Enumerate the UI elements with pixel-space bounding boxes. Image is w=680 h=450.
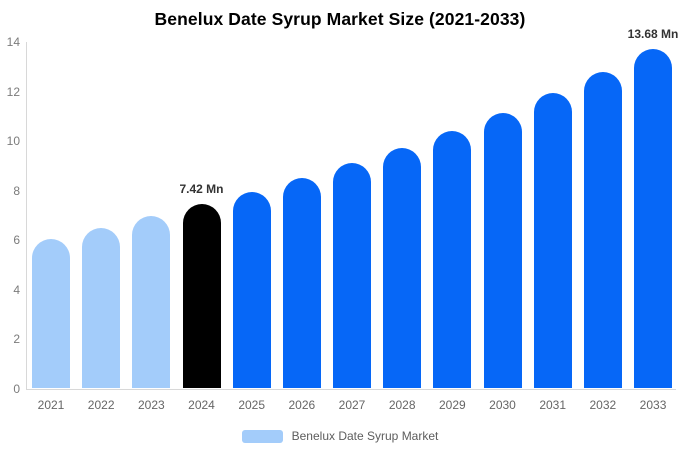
x-axis-label-2022: 2022: [87, 398, 115, 412]
y-tick-label-14: 14: [6, 35, 20, 49]
x-axis-label-2028: 2028: [388, 398, 416, 412]
x-axis-label-2025: 2025: [238, 398, 266, 412]
y-axis-line: [26, 42, 27, 389]
y-tick-label-8: 8: [13, 183, 20, 198]
legend-swatch: [241, 429, 283, 443]
x-axis-label-2021: 2021: [37, 398, 65, 412]
x-axis-label-2023: 2023: [137, 398, 165, 412]
x-axis-label-2030: 2030: [489, 398, 516, 412]
bar-2032[interactable]: [583, 72, 622, 388]
x-axis-label-2031: 2031: [539, 398, 567, 412]
bar-2021[interactable]: [32, 238, 70, 388]
annotation-2033: 13.68 Mn: [627, 26, 679, 41]
x-axis-label-2033: 2033: [639, 398, 667, 412]
bar-2033[interactable]: [634, 48, 673, 388]
chart-title: Benelux Date Syrup Market Size (2021-203…: [154, 9, 526, 29]
bar-2026[interactable]: [282, 178, 321, 388]
annotation-2024: 7.42 Mn: [179, 182, 224, 197]
bar-2030[interactable]: [483, 112, 522, 388]
bar-2024[interactable]: [182, 204, 221, 388]
plot-area: 0 2 4 6 8 10 12 14 2021 2022 2023 2024 2025 2026 2027 2…: [7, 27, 679, 412]
x-axis-label-2029: 2029: [439, 398, 466, 412]
legend-label: Benelux Date Syrup Market: [291, 429, 439, 443]
bar-2022[interactable]: [82, 227, 121, 388]
y-tick-label-4: 4: [13, 282, 20, 297]
y-tick-label-10: 10: [6, 134, 20, 149]
bar-2028[interactable]: [383, 147, 422, 388]
bar-2031[interactable]: [533, 93, 572, 388]
x-axis-label-2024: 2024: [188, 398, 215, 412]
x-axis-line: [26, 389, 676, 390]
x-axis-label-2026: 2026: [288, 398, 316, 412]
legend[interactable]: Benelux Date Syrup Market: [0, 427, 680, 445]
bar-2027[interactable]: [333, 163, 372, 388]
bar-2023[interactable]: [132, 216, 171, 388]
bar-2025[interactable]: [232, 192, 271, 388]
x-axis-label-2032: 2032: [589, 398, 617, 412]
y-tick-label-12: 12: [6, 84, 20, 99]
y-tick-label-0: 0: [13, 382, 20, 396]
bar-2029[interactable]: [433, 130, 472, 388]
y-tick-label-6: 6: [13, 233, 20, 248]
y-tick-label-2: 2: [13, 332, 20, 347]
x-axis-label-2027: 2027: [338, 398, 366, 412]
